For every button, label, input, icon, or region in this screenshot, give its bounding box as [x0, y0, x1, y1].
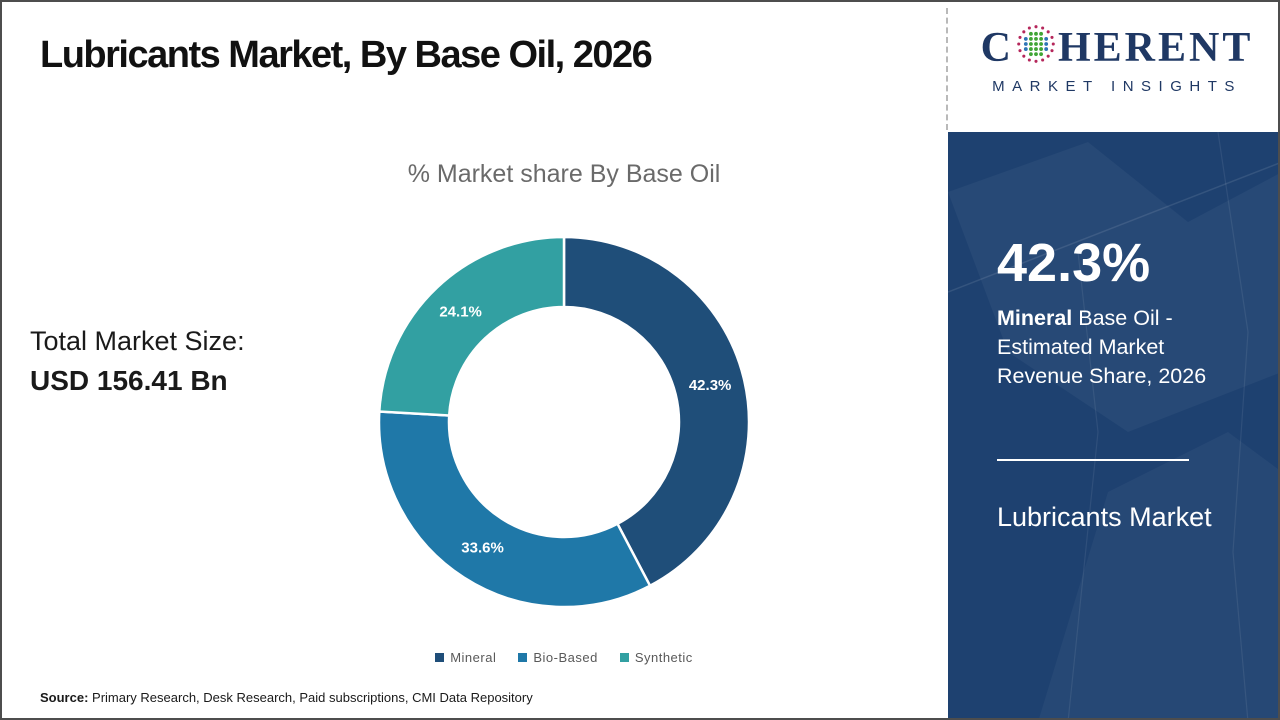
- donut-slice-mineral: [562, 235, 751, 588]
- highlight-segment: Mineral: [997, 306, 1073, 330]
- highlight-text: Base Oil - Estimated Market Revenue Shar…: [997, 306, 1207, 389]
- legend-swatch: [518, 653, 528, 662]
- total-market-label: Total Market Size:: [30, 326, 245, 356]
- map-pattern-decoration: [948, 132, 1278, 718]
- sidebar-market-name: Lubricants Market: [997, 502, 1212, 532]
- legend-item-bio-based: Bio-Based: [518, 650, 597, 665]
- legend-label: Synthetic: [634, 650, 693, 665]
- donut-chart: 42.3% 33.6% 24.1%: [377, 235, 751, 609]
- legend-item-synthetic: Synthetic: [619, 650, 693, 665]
- slice-label: 24.1%: [439, 304, 482, 321]
- chart-legend: Mineral Bio-Based Synthetic: [314, 650, 814, 665]
- total-market-value: USD 156.41 Bn: [30, 365, 228, 396]
- logo-text-prefix: C: [980, 25, 1014, 71]
- globe-icon: [1016, 24, 1056, 72]
- logo-text-suffix: HERENT: [1057, 25, 1254, 71]
- legend-item-mineral: Mineral: [435, 650, 496, 665]
- source-note: Source: Primary Research, Desk Research,…: [40, 690, 533, 705]
- chart-title: % Market share By Base Oil: [407, 160, 721, 188]
- sidebar-divider: [997, 459, 1189, 461]
- donut-slice-synthetic: [378, 235, 566, 417]
- header-divider: [946, 8, 948, 130]
- slice-label: 42.3%: [689, 377, 732, 394]
- logo-wordmark: C HERENT: [962, 24, 1272, 72]
- donut-slice-bio-based: [377, 410, 652, 609]
- legend-swatch: [435, 653, 445, 662]
- source-label: Source:: [40, 690, 89, 705]
- source-text: Primary Research, Desk Research, Paid su…: [88, 690, 533, 705]
- highlight-description: Mineral Base Oil - Estimated Market Reve…: [997, 304, 1222, 392]
- legend-swatch: [619, 653, 629, 662]
- page-title: Lubricants Market, By Base Oil, 2026: [40, 34, 653, 76]
- total-market-block: Total Market Size: USD 156.41 Bn: [30, 326, 245, 397]
- legend-label: Mineral: [450, 650, 497, 665]
- logo-subtitle: MARKET INSIGHTS: [992, 78, 1242, 95]
- highlight-stat: 42.3%: [997, 233, 1151, 293]
- legend-label: Bio-Based: [533, 650, 598, 665]
- sidebar: 42.3% Mineral Base Oil - Estimated Marke…: [948, 132, 1278, 718]
- company-logo: C HERENT MARKET INSIGHTS: [962, 24, 1272, 95]
- slice-label: 33.6%: [461, 540, 504, 557]
